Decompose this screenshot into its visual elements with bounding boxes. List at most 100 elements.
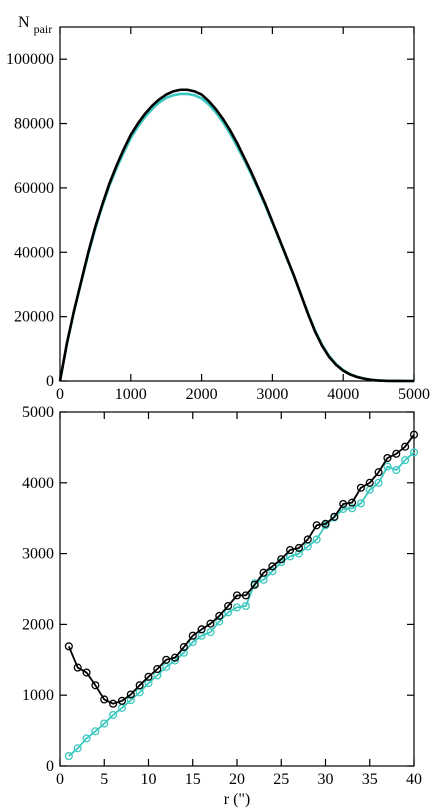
data-point <box>109 710 118 720</box>
data-point <box>268 567 277 576</box>
series-line <box>68 451 415 757</box>
x-tick-label: 20 <box>229 771 245 788</box>
data-point <box>135 681 144 690</box>
data-point <box>250 580 259 589</box>
data-point <box>312 535 321 544</box>
data-point <box>215 611 224 620</box>
data-point <box>241 601 250 611</box>
data-point <box>294 549 304 558</box>
data-point <box>82 734 91 743</box>
data-point <box>82 668 91 677</box>
y-tick-label: 2000 <box>22 616 54 633</box>
data-point <box>286 546 295 555</box>
data-point <box>64 752 73 761</box>
data-point <box>392 466 401 475</box>
pair-count-plot-frame <box>59 26 415 382</box>
y-tick-label: 0 <box>46 373 54 390</box>
data-point <box>277 555 286 564</box>
x-tick-label: 40 <box>406 771 422 788</box>
data-point <box>268 562 277 571</box>
data-point <box>312 521 321 530</box>
data-point <box>347 498 357 507</box>
data-point <box>259 568 268 577</box>
data-point <box>144 672 153 681</box>
pair-count-panel: N pair 0 1000 2000 3000 4000 5000 0 20000 40000 6… <box>6 14 430 403</box>
x-tick-label: 0 <box>56 771 64 788</box>
x-tick-label: 5000 <box>398 386 430 403</box>
data-point <box>171 653 180 662</box>
separation-axes-group: 0 5 10 15 20 25 30 35 40 0 1000 2000 3000 4000 5000 <box>22 404 422 788</box>
y-tick-label: 0 <box>46 758 54 775</box>
data-point <box>206 619 215 628</box>
x-tick-label: 15 <box>185 771 201 788</box>
data-point <box>374 478 383 487</box>
series-line <box>58 92 414 383</box>
data-point <box>401 442 410 451</box>
data-point <box>401 456 410 465</box>
y-tick-label: 80000 <box>14 116 54 133</box>
data-point <box>321 519 330 528</box>
y-tick-label: 4000 <box>22 475 54 492</box>
pair-count-series-group <box>58 88 414 383</box>
series-line <box>58 88 414 383</box>
data-point <box>91 681 100 690</box>
data-point <box>64 642 73 651</box>
data-point <box>383 462 392 471</box>
x-tick-label: 0 <box>56 386 64 403</box>
separation-plot-frame <box>59 411 415 767</box>
y-tick-label: 40000 <box>14 244 54 261</box>
x-tick-label: 35 <box>362 771 378 788</box>
data-point <box>162 655 171 664</box>
data-point <box>215 617 224 626</box>
pair-count-y-axis-title: N pair <box>18 14 52 36</box>
x-tick-label: 4000 <box>327 386 359 403</box>
y-tick-label: 60000 <box>14 180 54 197</box>
y-axis-title-subscript: pair <box>34 22 53 36</box>
x-tick-label: 5 <box>100 771 108 788</box>
data-point <box>126 696 135 705</box>
y-axis-title-main: N <box>18 14 30 31</box>
data-point <box>91 727 100 736</box>
data-point <box>303 535 312 544</box>
data-point <box>109 699 118 708</box>
y-tick-label: 5000 <box>22 404 54 421</box>
x-tick-label: 10 <box>141 771 157 788</box>
data-point <box>356 499 365 508</box>
x-tick-label: 25 <box>273 771 289 788</box>
pair-count-axes-group: 0 1000 2000 3000 4000 5000 0 20000 40000 60000 800… <box>6 27 430 403</box>
data-point <box>294 543 304 552</box>
data-point <box>241 591 250 600</box>
data-point <box>179 648 188 657</box>
x-tick-label: 2000 <box>186 386 218 403</box>
data-point <box>153 664 162 674</box>
data-point <box>179 643 188 652</box>
data-point <box>365 478 374 487</box>
separation-panel: 0 5 10 15 20 25 30 35 40 0 1000 2000 3000 4000 5000 r … <box>22 404 422 808</box>
x-tick-label: 3000 <box>256 386 288 403</box>
data-point <box>73 663 82 672</box>
data-point <box>383 453 392 463</box>
data-point <box>100 719 109 728</box>
data-point <box>188 631 197 640</box>
data-point <box>330 512 339 521</box>
x-tick-label: 30 <box>318 771 334 788</box>
data-point <box>126 690 135 699</box>
separation-series-group <box>64 430 419 761</box>
data-point <box>232 591 242 600</box>
data-point <box>339 499 348 509</box>
data-point <box>100 695 109 704</box>
data-point <box>347 504 357 513</box>
data-point <box>374 468 383 477</box>
x-tick-label: 1000 <box>115 386 147 403</box>
data-point <box>392 449 401 458</box>
y-tick-label: 1000 <box>22 687 54 704</box>
data-point <box>232 603 242 612</box>
series-line <box>68 434 415 705</box>
separation-x-axis-title: r (") <box>224 791 251 808</box>
y-tick-label: 20000 <box>14 309 54 326</box>
y-tick-label: 3000 <box>22 546 54 563</box>
data-point <box>224 601 233 611</box>
data-point <box>409 430 419 439</box>
data-point <box>197 625 206 634</box>
